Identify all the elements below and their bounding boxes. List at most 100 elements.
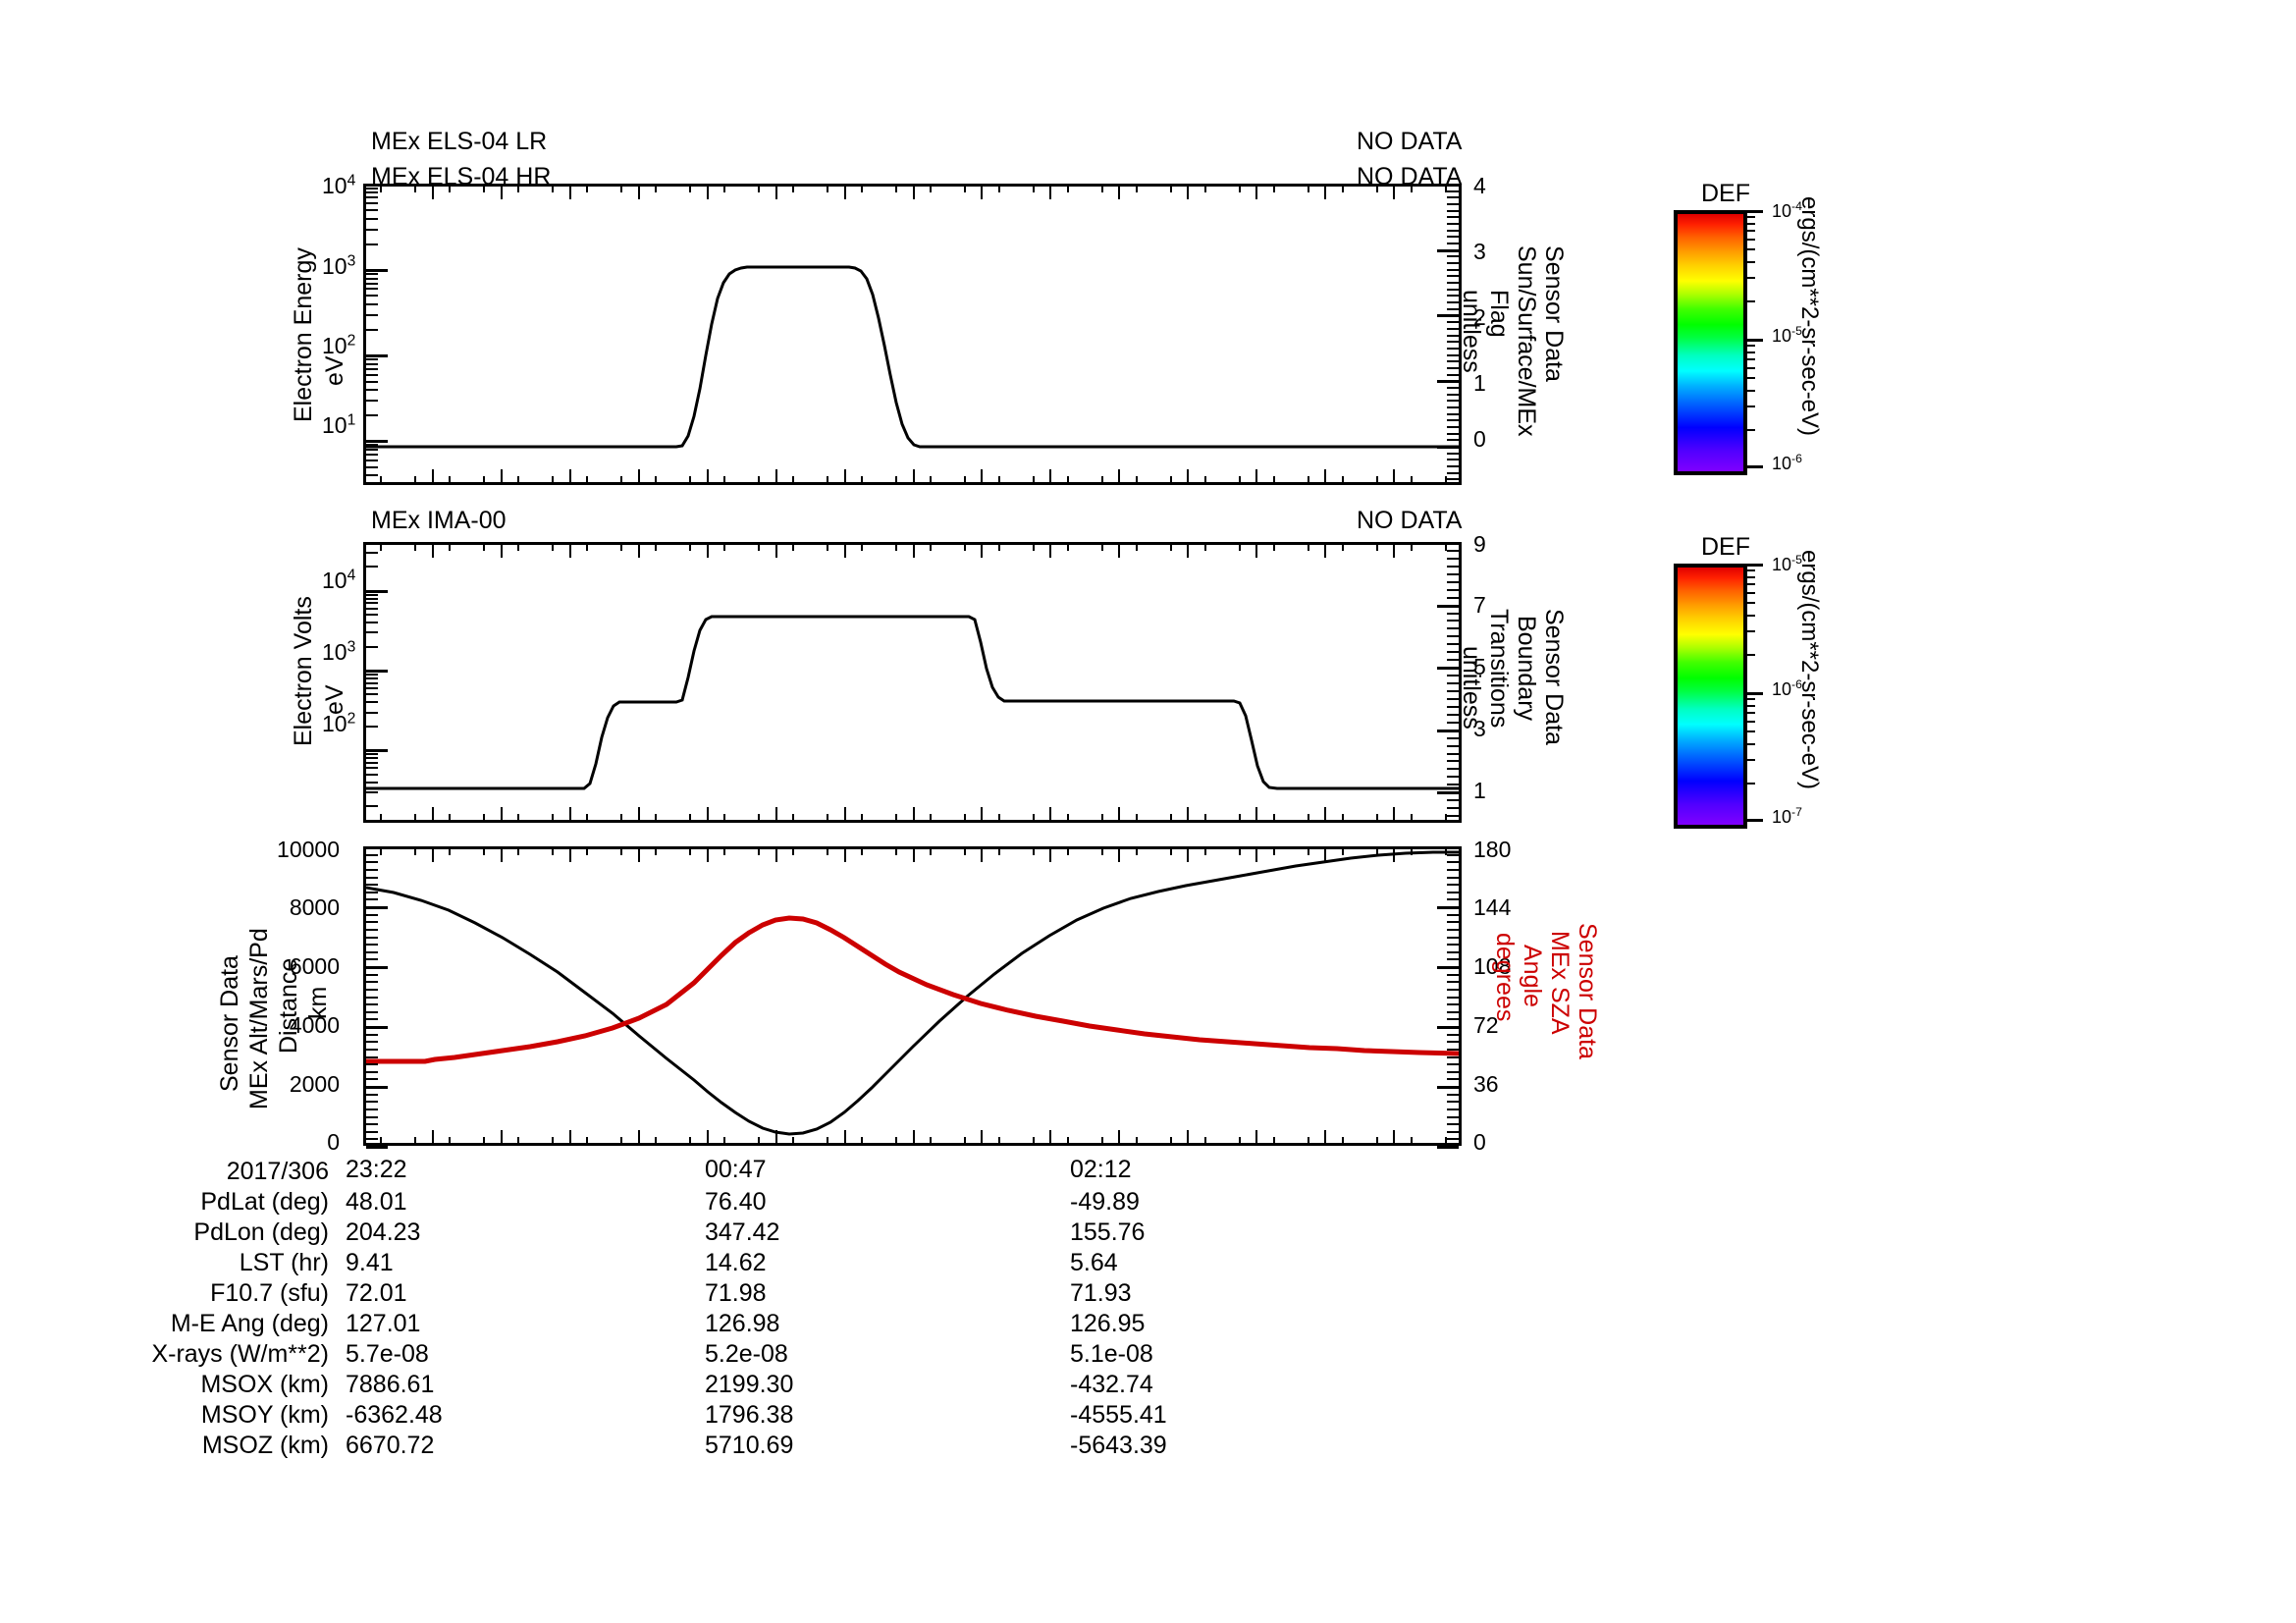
colorbar2-top-label: 10-5: [1772, 553, 1802, 574]
alt-ytick-10000: 10000: [277, 837, 340, 862]
ima-boundary-trace: [366, 615, 1459, 790]
colorbar-tick: [1743, 583, 1755, 586]
els-right-axis-label-line3: Flag: [1485, 290, 1513, 338]
els-hr-nodata-label: NO DATA: [1357, 163, 1463, 190]
table-row-label: MSOZ (km): [201, 1432, 329, 1459]
colorbar2: [1674, 564, 1747, 829]
els-right-tick-1: 1: [1473, 370, 1486, 396]
colorbar-tick: [1743, 367, 1755, 370]
els-left-axis-label-line1: Electron Energy: [290, 247, 317, 422]
table-row-label: LST (hr): [239, 1249, 329, 1276]
els-lr-nodata-label: NO DATA: [1357, 128, 1463, 155]
colorbar1-mid-label: 10-5: [1772, 324, 1802, 346]
table-row-label: 2017/306: [226, 1158, 329, 1185]
sza-ytick-0: 0: [1473, 1129, 1486, 1155]
colorbar2-gradient: [1678, 568, 1743, 825]
colorbar-tick: [1743, 248, 1755, 251]
sza-ytick-72: 72: [1473, 1012, 1499, 1038]
colorbar-tick: [1743, 222, 1755, 225]
els-lr-trace-label: MEx ELS-04 LR: [371, 128, 548, 155]
colorbar-tick: [1743, 428, 1755, 431]
sza-ytick-108: 108: [1473, 953, 1512, 979]
table-cell: -5643.39: [1070, 1432, 1167, 1459]
colorbar1: [1674, 210, 1747, 475]
panel-els-data-area: [366, 187, 1459, 482]
table-cell: 6670.72: [346, 1432, 435, 1459]
colorbar-tick: [1743, 210, 1763, 213]
els-ytick-1e4: 104: [322, 172, 356, 198]
panel-els-plot: [363, 184, 1462, 485]
colorbar-tick: [1743, 568, 1755, 571]
panel-ima-plot: [363, 542, 1462, 823]
colorbar-tick: [1743, 344, 1755, 347]
sza-right-axis-label-line2: MEx SZA: [1546, 931, 1574, 1035]
xaxis-time-label-1: 00:47: [705, 1156, 767, 1183]
ima-nodata-label: NO DATA: [1357, 507, 1463, 534]
colorbar-tick: [1743, 697, 1755, 700]
els-left-axis-label-line2: eV: [321, 355, 348, 386]
colorbar-tick: [1743, 743, 1755, 746]
colorbar-tick: [1743, 277, 1755, 280]
table-cell: 71.93: [1070, 1279, 1132, 1307]
table-cell: -4555.41: [1070, 1401, 1167, 1429]
table-cell: 5.1e-08: [1070, 1340, 1153, 1368]
colorbar-tick: [1743, 704, 1755, 707]
xaxis-time-label-2: 02:12: [1070, 1156, 1132, 1183]
panel-ima-data-area: [366, 545, 1459, 820]
table-cell: 9.41: [346, 1249, 394, 1276]
els-right-axis-label-line2: Sun/Surface/MEx: [1513, 245, 1540, 437]
sza-right-axis-label-line3: Angle: [1519, 945, 1546, 1007]
ima-right-axis-label-line3: Transitions: [1485, 609, 1513, 729]
table-cell: 5710.69: [705, 1432, 794, 1459]
table-cell: 71.98: [705, 1279, 767, 1307]
ima-right-axis-label-line4: unitless: [1458, 646, 1485, 730]
alt-ytick-2000: 2000: [289, 1071, 340, 1097]
sza-ytick-180: 180: [1473, 837, 1512, 862]
colorbar-tick: [1743, 465, 1763, 468]
table-cell: 5.64: [1070, 1249, 1118, 1276]
colorbar-tick: [1743, 351, 1755, 353]
alt-sza-traces: [366, 850, 1459, 1136]
ima-left-axis-label-line1: Electron Volts: [290, 596, 317, 746]
colorbar-tick: [1743, 261, 1755, 264]
els-right-tick-3: 3: [1473, 239, 1486, 264]
els-ytick-1e3: 103: [322, 252, 356, 279]
table-cell: 5.7e-08: [346, 1340, 429, 1368]
table-cell: 127.01: [346, 1310, 421, 1337]
els-right-tick-0: 0: [1473, 426, 1486, 452]
els-right-axis-label-line1: Sensor Data: [1540, 245, 1568, 382]
table-cell: -49.89: [1070, 1188, 1140, 1216]
table-cell: 14.62: [705, 1249, 767, 1276]
sza-right-axis-label-line4: degrees: [1491, 933, 1519, 1022]
colorbar-tick: [1743, 692, 1763, 695]
table-row-label: M-E Ang (deg): [170, 1310, 329, 1337]
table-row-label: MSOX (km): [200, 1371, 329, 1398]
colorbar-tick: [1743, 712, 1755, 715]
xaxis-time-label-0: 23:22: [346, 1156, 407, 1183]
els-right-tick-4: 4: [1473, 173, 1486, 198]
colorbar2-ticks: [1743, 564, 1765, 822]
colorbar-tick: [1743, 615, 1755, 618]
ima-right-tick-5: 5: [1473, 654, 1486, 679]
colorbar-tick: [1743, 230, 1755, 233]
table-cell: 126.98: [705, 1310, 780, 1337]
table-row-label: MSOY (km): [200, 1401, 329, 1429]
els-hr-trace-label: MEx ELS-04 HR: [371, 163, 552, 190]
colorbar2-bottom-label: 10-7: [1772, 805, 1802, 827]
panel-altitude-sza-plot: [363, 846, 1462, 1146]
colorbar-tick: [1743, 653, 1755, 656]
ima-right-tick-7: 7: [1473, 592, 1486, 618]
table-row-label: F10.7 (sfu): [210, 1279, 329, 1307]
table-cell: 2199.30: [705, 1371, 794, 1398]
ima-trace-label: MEx IMA-00: [371, 507, 507, 534]
els-flag-trace: [366, 265, 1459, 449]
colorbar-tick: [1743, 377, 1755, 380]
table-cell: 48.01: [346, 1188, 407, 1216]
table-cell: 76.40: [705, 1188, 767, 1216]
alt-ytick-0: 0: [327, 1129, 340, 1155]
colorbar-tick: [1743, 215, 1755, 218]
colorbar2-title: DEF: [1701, 533, 1750, 561]
table-row-label: PdLon (deg): [193, 1218, 329, 1246]
colorbar1-top-label: 10-4: [1772, 199, 1802, 221]
